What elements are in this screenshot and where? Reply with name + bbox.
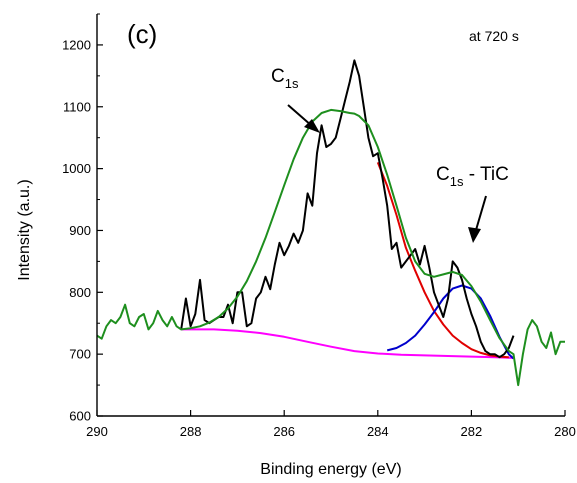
series-line-fit-peak-TiC bbox=[386, 284, 515, 360]
annotation-c1s-tic: C1s - TiC bbox=[436, 164, 509, 189]
arrow-c1s-tic bbox=[468, 195, 487, 243]
x-tick-label: 288 bbox=[180, 424, 202, 439]
arrow-c1s bbox=[287, 104, 320, 133]
series-layer bbox=[96, 59, 565, 387]
y-axis-title: Intensity (a.u.) bbox=[16, 179, 33, 280]
tick-layer: 290 288 286 284 282 280 600 700 800 900 1000 1100 12… bbox=[62, 13, 576, 439]
x-tick-label: 286 bbox=[273, 424, 295, 439]
y-tick-label: 700 bbox=[69, 347, 91, 362]
series-line-envelope bbox=[96, 108, 565, 387]
x-tick-label: 282 bbox=[461, 424, 483, 439]
x-tick-label: 290 bbox=[86, 424, 108, 439]
y-tick-label: 900 bbox=[69, 223, 91, 238]
panel-label: (c) bbox=[127, 19, 157, 49]
y-tick-label: 800 bbox=[69, 285, 91, 300]
annotation-c1s: C1s bbox=[271, 66, 299, 91]
annotation-c1s-sub: 1s bbox=[285, 76, 299, 91]
x-tick-label: 284 bbox=[367, 424, 389, 439]
series-line-raw bbox=[180, 59, 515, 359]
x-tick-label: 280 bbox=[554, 424, 576, 439]
x-axis-title: Binding energy (eV) bbox=[260, 461, 401, 478]
y-tick-label: 600 bbox=[69, 409, 91, 424]
y-tick-label: 1000 bbox=[62, 161, 91, 176]
annotation-c1s-tic-main: C bbox=[436, 164, 450, 185]
series-line-background bbox=[181, 328, 514, 359]
annotation-c1s-main: C bbox=[271, 66, 285, 87]
y-tick-label: 1100 bbox=[63, 99, 91, 114]
annotation-c1s-tic-suffix: - TiC bbox=[463, 164, 508, 185]
series-line-fit-peak-C1s bbox=[376, 162, 509, 359]
annotation-c1s-tic-sub: 1s bbox=[450, 174, 464, 189]
y-tick-label: 1200 bbox=[62, 37, 91, 52]
time-note: at 720 s bbox=[469, 28, 519, 44]
